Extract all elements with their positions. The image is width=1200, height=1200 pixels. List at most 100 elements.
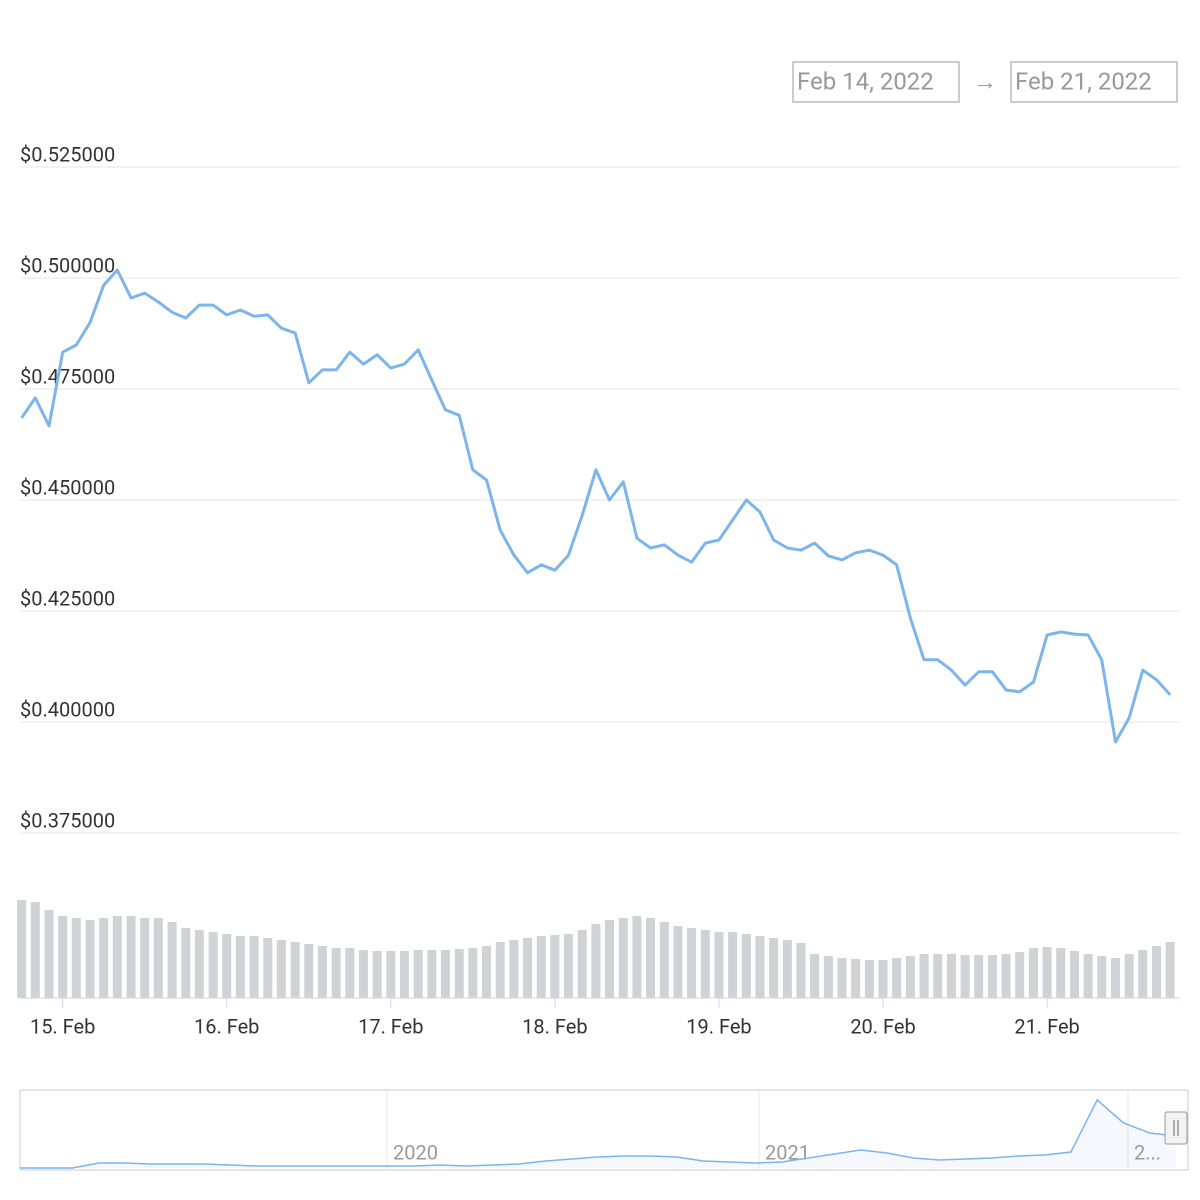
x-tick-label: 18. Feb (522, 1014, 587, 1038)
volume-bar (618, 918, 628, 998)
y-tick-label: $0.400000 (20, 697, 115, 721)
volume-bar (1111, 958, 1121, 998)
volume-bar (44, 910, 54, 998)
date-to-input[interactable] (1010, 61, 1178, 103)
volume-bar (495, 942, 505, 998)
volume-bar (167, 922, 177, 998)
volume-bar (1070, 951, 1080, 998)
y-tick-label: $0.525000 (20, 142, 115, 166)
x-tick-label: 20. Feb (850, 1014, 915, 1038)
x-tick-label: 19. Feb (686, 1014, 751, 1038)
grid: $0.525000 $0.500000 $0.475000 $0.450000 $0.4… (20, 142, 1180, 1038)
volume-bar (577, 930, 587, 998)
volume-bar (1165, 942, 1175, 998)
volume-bar (440, 950, 450, 998)
volume (17, 900, 1175, 998)
volume-bar (550, 935, 560, 998)
volume-bar (646, 918, 656, 998)
volume-bar (522, 938, 532, 998)
volume-bar (509, 940, 519, 998)
volume-bar (126, 916, 136, 998)
navigator-area (20, 1100, 1176, 1168)
volume-bar (974, 955, 984, 998)
volume-bar (1056, 948, 1066, 998)
volume-bar (235, 936, 245, 998)
date-from-input[interactable] (792, 61, 960, 103)
volume-bar (358, 950, 368, 998)
volume-bar (810, 954, 820, 998)
navigator-label: 2020 (393, 1140, 438, 1164)
volume-bar (769, 938, 779, 998)
volume-bar (345, 948, 355, 998)
y-tick-label: $0.450000 (20, 475, 115, 499)
volume-bar (700, 930, 710, 998)
navigator-handle[interactable] (1164, 1111, 1188, 1145)
volume-bar (563, 934, 573, 998)
x-tick-label: 17. Feb (358, 1014, 423, 1038)
volume-bar (823, 956, 833, 998)
volume-bar (468, 948, 478, 998)
volume-bar (454, 949, 464, 998)
navigator-label: 2021 (765, 1140, 810, 1164)
volume-bar (728, 932, 738, 998)
volume-bar (481, 946, 491, 998)
volume-bar (194, 930, 204, 998)
x-tick-label: 21. Feb (1014, 1014, 1079, 1038)
volume-bar (1083, 954, 1093, 998)
volume-bar (399, 951, 409, 998)
volume-bar (905, 956, 915, 998)
volume-bar (591, 924, 601, 998)
volume-bar (331, 948, 341, 998)
y-tick-label: $0.500000 (20, 253, 115, 277)
volume-bar (837, 958, 847, 998)
volume-bar (987, 955, 997, 998)
volume-bar (317, 946, 327, 998)
date-from: Feb 14, 2022 (797, 67, 934, 95)
volume-bar (153, 918, 163, 998)
volume-bar (632, 916, 642, 998)
navigator: 2020 2021 2... (20, 1090, 1177, 1170)
price-line (20, 268, 1172, 744)
volume-bar (741, 934, 751, 998)
volume-bar (536, 936, 546, 998)
volume-bar (1097, 956, 1107, 998)
volume-bar (413, 950, 423, 998)
y-tick-label: $0.475000 (20, 364, 115, 388)
navigator-line (20, 1098, 1177, 1169)
volume-bar (1028, 948, 1038, 998)
volume-bar (85, 920, 95, 998)
volume-bar (1124, 954, 1134, 998)
volume-bar (290, 942, 300, 998)
volume-bar (99, 918, 109, 998)
volume-bar (605, 920, 615, 998)
volume-bar (714, 932, 724, 998)
y-tick-label: $0.375000 (20, 808, 115, 832)
volume-bar (372, 951, 382, 998)
date-arrow: → (973, 67, 997, 95)
y-tick-label: $0.425000 (20, 586, 115, 610)
volume-bar (1138, 950, 1148, 998)
volume-bar (960, 955, 970, 998)
volume-bar (30, 902, 40, 998)
volume-bar (112, 916, 122, 998)
volume-bar (304, 944, 314, 998)
volume-bar (687, 928, 697, 998)
volume-bar (782, 940, 792, 998)
volume-bar (878, 960, 888, 998)
plot (20, 268, 1172, 744)
volume-bar (1015, 952, 1025, 998)
volume-bar (71, 918, 81, 998)
volume-bar (933, 954, 943, 998)
volume-bar (673, 926, 683, 998)
volume-bar (222, 934, 232, 998)
volume-bar (58, 916, 68, 998)
volume-bar (249, 936, 259, 998)
x-tick-label: 15. Feb (30, 1014, 95, 1038)
volume-bar (659, 922, 669, 998)
navigator-frame (19, 1089, 1189, 1171)
volume-bar (1042, 947, 1052, 998)
x-tick-label: 16. Feb (194, 1014, 259, 1038)
volume-bar (864, 960, 874, 998)
volume-bar (796, 943, 806, 998)
